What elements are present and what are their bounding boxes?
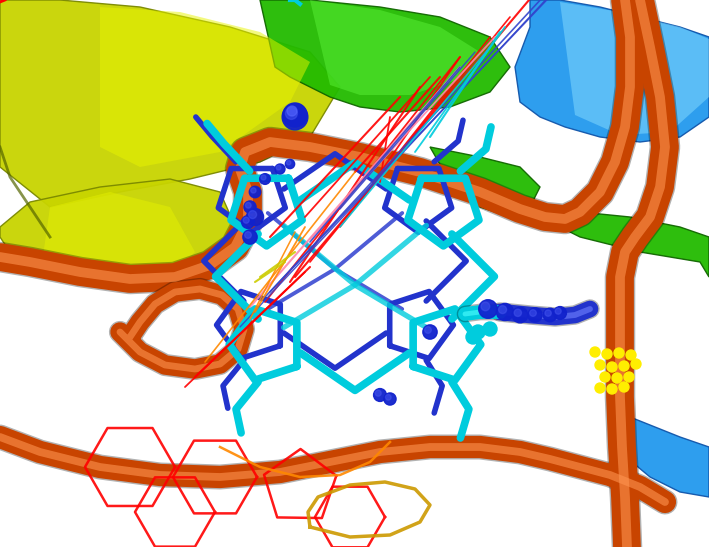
- Circle shape: [543, 308, 557, 322]
- Circle shape: [277, 165, 281, 170]
- Circle shape: [423, 325, 437, 339]
- Circle shape: [483, 322, 497, 336]
- Circle shape: [375, 390, 381, 396]
- Circle shape: [466, 330, 480, 344]
- Circle shape: [595, 383, 605, 393]
- Circle shape: [384, 393, 396, 405]
- Circle shape: [275, 164, 285, 174]
- Circle shape: [619, 361, 629, 371]
- Polygon shape: [515, 0, 709, 142]
- Circle shape: [386, 394, 391, 400]
- Polygon shape: [0, 179, 240, 282]
- Circle shape: [286, 107, 297, 119]
- Polygon shape: [430, 147, 540, 217]
- Circle shape: [624, 372, 634, 382]
- Circle shape: [243, 230, 257, 244]
- Circle shape: [607, 384, 617, 394]
- Circle shape: [545, 310, 552, 316]
- Circle shape: [243, 217, 249, 223]
- Circle shape: [614, 348, 624, 358]
- Circle shape: [528, 308, 542, 322]
- Circle shape: [471, 325, 485, 339]
- Circle shape: [374, 388, 386, 401]
- Circle shape: [249, 211, 257, 219]
- Circle shape: [247, 208, 264, 225]
- Circle shape: [530, 310, 536, 316]
- Circle shape: [481, 302, 490, 311]
- Circle shape: [259, 173, 270, 184]
- Circle shape: [498, 306, 507, 313]
- Circle shape: [595, 360, 605, 370]
- Circle shape: [283, 103, 307, 127]
- Polygon shape: [620, 417, 709, 497]
- Circle shape: [619, 382, 629, 392]
- Circle shape: [555, 308, 562, 314]
- Circle shape: [251, 188, 256, 193]
- Circle shape: [245, 202, 251, 208]
- Circle shape: [287, 106, 297, 116]
- Circle shape: [590, 347, 600, 357]
- Polygon shape: [540, 209, 709, 277]
- Circle shape: [425, 327, 431, 333]
- Circle shape: [631, 359, 641, 369]
- Circle shape: [286, 160, 291, 165]
- Polygon shape: [100, 7, 310, 167]
- Polygon shape: [40, 192, 195, 282]
- Circle shape: [242, 216, 255, 229]
- Polygon shape: [260, 0, 510, 112]
- Circle shape: [245, 232, 251, 238]
- Polygon shape: [0, 0, 340, 207]
- Circle shape: [514, 309, 521, 317]
- Circle shape: [496, 304, 513, 321]
- Circle shape: [479, 300, 497, 318]
- Circle shape: [600, 372, 610, 382]
- Circle shape: [612, 373, 622, 383]
- Circle shape: [512, 307, 528, 323]
- Circle shape: [250, 187, 261, 197]
- Circle shape: [602, 349, 612, 359]
- Circle shape: [626, 350, 636, 360]
- Circle shape: [261, 175, 266, 180]
- Circle shape: [285, 159, 295, 168]
- Circle shape: [244, 201, 256, 213]
- Circle shape: [282, 104, 308, 130]
- Circle shape: [554, 306, 566, 319]
- Polygon shape: [560, 2, 709, 135]
- Polygon shape: [310, 0, 480, 95]
- Circle shape: [607, 362, 617, 372]
